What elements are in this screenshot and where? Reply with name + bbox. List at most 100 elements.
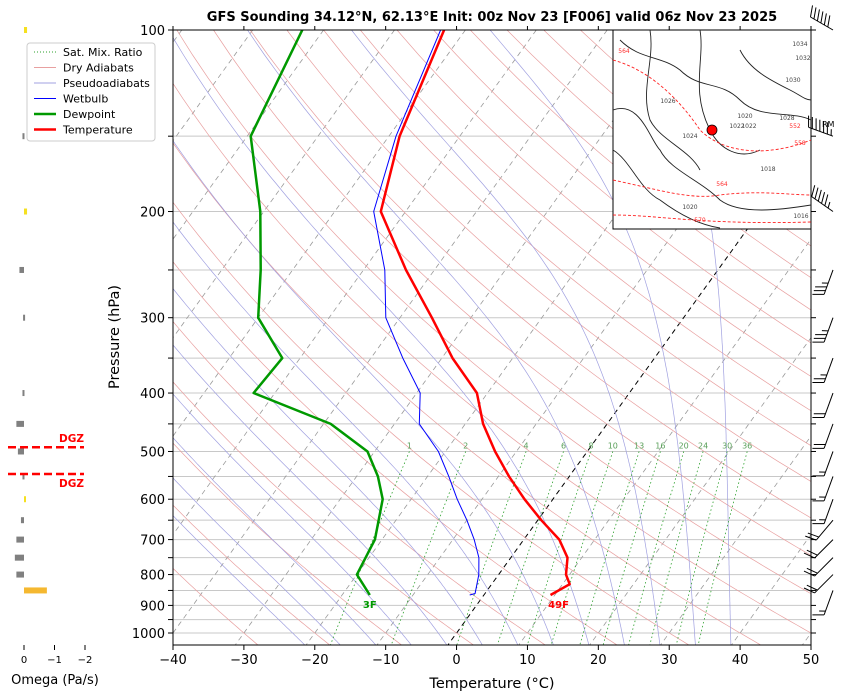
isotherm-line — [173, 30, 537, 536]
mixing-ratio-line — [675, 451, 728, 645]
wind-barb-annotation: RM — [822, 120, 835, 129]
omega-bar — [22, 473, 25, 480]
omega-bar — [22, 390, 25, 397]
pseudoadiabat — [173, 344, 448, 645]
wind-barb — [812, 317, 834, 343]
mixing-ratio-label: 2 — [463, 441, 468, 450]
legend-label: Sat. Mix. Ratio — [63, 46, 143, 59]
wetbulb-line — [373, 30, 480, 596]
x-tick-label: 0 — [452, 653, 460, 668]
barb-flag — [814, 187, 819, 200]
isotherm-line — [173, 30, 466, 437]
y-tick-label: 300 — [140, 312, 165, 327]
barb-flag — [811, 185, 816, 197]
mixing-ratio-label: 24 — [698, 441, 708, 450]
inset-height-label: 564 — [618, 48, 630, 55]
inset-height-contour — [613, 214, 811, 224]
barb-staff — [823, 499, 834, 524]
x-tick-label: 10 — [519, 653, 536, 668]
omega-bar — [19, 266, 24, 273]
barb-staff — [808, 126, 834, 137]
inset-height-contour — [613, 59, 811, 152]
dgz-label: DGZ — [59, 433, 84, 445]
mixing-ratio-line — [497, 451, 564, 645]
mixing-ratio-label: 16 — [655, 441, 665, 450]
wind-barb — [812, 499, 834, 525]
omega-bar — [16, 536, 24, 543]
barb-flag — [817, 189, 822, 202]
omega-bar — [24, 27, 28, 33]
mixing-ratio-line — [526, 451, 592, 645]
dry-adiabat — [173, 261, 618, 645]
mixing-ratio-label: 1 — [407, 441, 412, 450]
barb-staff — [823, 269, 834, 295]
pseudoadiabat — [351, 30, 661, 645]
inset-pressure-label: 1016 — [793, 213, 808, 220]
wind-barb — [803, 539, 834, 559]
y-tick-label: 100 — [140, 24, 165, 39]
dry-adiabat — [173, 82, 811, 634]
barb-staff — [815, 519, 834, 541]
wind-barbs: RM — [803, 5, 835, 616]
x-tick-label: −30 — [230, 653, 257, 668]
mixing-ratio-label: 13 — [634, 441, 644, 450]
pseudoadiabat — [489, 30, 696, 645]
barb-staff — [810, 16, 834, 31]
inset-pressure-label: 1018 — [760, 166, 775, 173]
pseudoadiabat — [173, 393, 412, 645]
y-tick-label: 400 — [140, 387, 165, 402]
x-tick-label: 30 — [661, 653, 678, 668]
omega-bar — [16, 420, 24, 427]
inset-height-label: 564 — [716, 181, 728, 188]
inset-pressure-label: 1032 — [795, 55, 810, 62]
profile-lines — [249, 30, 571, 597]
inset-pressure-label: 1026 — [660, 98, 675, 105]
pseudoadiabat — [173, 288, 483, 645]
y-tick-label: 900 — [140, 599, 165, 614]
inset-height-label: 558 — [794, 140, 806, 147]
inset-boundary — [646, 30, 701, 171]
barb-staff — [814, 574, 834, 594]
dry-adiabat — [173, 567, 259, 645]
legend-label: Wetbulb — [63, 93, 108, 106]
isotherm-line — [376, 41, 811, 645]
barb-flag — [805, 535, 817, 541]
wind-barb — [812, 590, 834, 616]
barb-flag — [813, 7, 817, 20]
inset-pressure-label: 1030 — [785, 77, 800, 84]
inset-height-label: 552 — [789, 123, 801, 130]
surface-dewpoint-label: 3F — [363, 600, 377, 611]
dry-adiabat — [213, 30, 811, 556]
inset-boundary — [739, 49, 811, 101]
x-tick-label: 40 — [732, 653, 749, 668]
omega-bar — [24, 496, 26, 503]
omega-axis-label: Omega (Pa/s) — [11, 673, 99, 688]
omega-tick-label: −1 — [47, 655, 62, 666]
legend-label: Pseudoadiabats — [63, 77, 150, 90]
barb-staff — [823, 392, 834, 418]
omega-bar — [22, 133, 25, 140]
inset-height-contour — [613, 179, 811, 197]
dry-adiabat — [173, 321, 546, 645]
dry-adiabat — [396, 30, 811, 377]
omega-bar — [20, 517, 24, 524]
mixing-ratio-line — [602, 451, 661, 645]
plot-frame — [172, 29, 812, 646]
dry-adiabat — [433, 30, 811, 344]
legend-label: Temperature — [62, 124, 133, 137]
wind-barb — [812, 476, 834, 502]
omega-bar — [17, 448, 24, 455]
legend: Sat. Mix. Ratio Dry Adiabats Pseudoadiabat… — [26, 42, 156, 142]
x-axis: −40 −30 −20 −10 0 10 20 30 40 50 — [159, 26, 819, 668]
legend-label: Dry Adiabats — [63, 62, 134, 75]
pseudoadiabat — [247, 30, 625, 645]
barb-staff — [823, 590, 834, 616]
inset-boundary — [613, 149, 721, 229]
barb-flag — [803, 570, 815, 577]
inset-pressure-label: 1028 — [779, 115, 794, 122]
omega-bar — [14, 554, 24, 561]
isotherm-line — [173, 30, 395, 339]
dry-adiabat — [470, 30, 811, 311]
x-tick-label: −40 — [159, 653, 186, 668]
